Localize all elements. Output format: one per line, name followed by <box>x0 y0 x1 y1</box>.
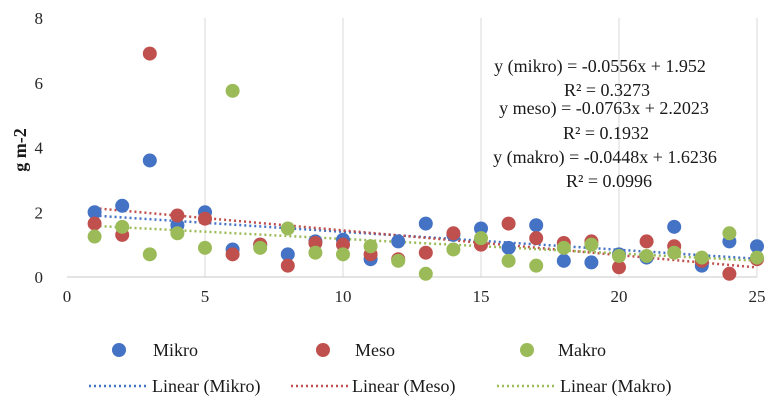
legend-label-meso: Meso <box>355 340 395 360</box>
point-makro-8 <box>280 221 295 236</box>
legend-item-linear-makro: Linear (Makro) <box>497 376 671 397</box>
r2-makro: R² = 0.0996 <box>566 171 652 191</box>
point-meso-6 <box>225 247 240 262</box>
point-mikro-2 <box>115 198 130 213</box>
point-mikro-15 <box>474 221 488 236</box>
legend-marker-meso <box>316 343 330 357</box>
legend-label-mikro: Mikro <box>153 340 198 360</box>
equation-meso: y meso) = -0.0763x + 2.2023 <box>499 98 709 119</box>
legend: Mikro Meso Makro Linear (Mikro) Linear (… <box>89 340 671 397</box>
x-tick-25: 25 <box>749 287 766 306</box>
point-meso-13 <box>418 245 433 260</box>
point-mikro-13 <box>418 216 433 231</box>
point-makro-3 <box>142 247 157 262</box>
point-makro-4 <box>170 226 185 241</box>
point-mikro-17 <box>529 218 544 233</box>
point-makro-11 <box>363 239 378 254</box>
point-meso-17 <box>529 231 544 246</box>
legend-item-mikro: Mikro <box>112 340 198 360</box>
point-makro-19 <box>584 237 599 252</box>
point-mikro-25 <box>750 239 764 254</box>
y-tick-2: 2 <box>35 203 44 222</box>
point-meso-20 <box>612 260 626 275</box>
point-makro-5 <box>198 240 212 255</box>
y-tick-4: 4 <box>35 139 44 158</box>
point-mikro-8 <box>280 247 295 262</box>
point-meso-3 <box>142 46 157 61</box>
legend-item-linear-meso: Linear (Meso) <box>291 376 455 397</box>
legend-label-linear-makro: Linear (Makro) <box>560 376 671 397</box>
point-mikro-12 <box>391 234 406 249</box>
point-makro-14 <box>446 242 461 257</box>
y-tick-6: 6 <box>35 74 44 93</box>
data-points <box>87 46 764 281</box>
legend-item-linear-mikro: Linear (Mikro) <box>89 376 260 397</box>
point-mikro-1 <box>87 205 102 220</box>
point-mikro-16 <box>501 240 516 255</box>
point-makro-12 <box>391 253 406 268</box>
x-tick-5: 5 <box>201 287 210 306</box>
y-tick-8: 8 <box>35 9 44 28</box>
point-mikro-22 <box>667 219 682 234</box>
point-meso-16 <box>501 216 516 231</box>
legend-marker-mikro <box>112 343 126 357</box>
point-makro-13 <box>418 266 433 281</box>
legend-label-linear-mikro: Linear (Mikro) <box>152 376 260 397</box>
point-meso-8 <box>280 258 295 273</box>
point-makro-10 <box>336 247 350 262</box>
point-makro-23 <box>694 250 709 265</box>
point-makro-16 <box>501 253 516 268</box>
point-makro-9 <box>308 245 323 260</box>
x-tick-15: 15 <box>473 287 490 306</box>
point-makro-1 <box>87 229 102 244</box>
point-makro-21 <box>639 248 654 263</box>
point-makro-15 <box>474 231 488 246</box>
point-makro-22 <box>667 245 682 260</box>
point-meso-10 <box>336 237 350 252</box>
y-tick-labels: 0 2 4 6 8 <box>35 9 44 287</box>
r2-mikro: R² = 0.3273 <box>564 80 650 100</box>
legend-label-linear-meso: Linear (Meso) <box>352 376 455 397</box>
point-mikro-3 <box>142 153 157 168</box>
point-meso-21 <box>639 234 654 249</box>
point-meso-24 <box>722 266 737 281</box>
point-makro-18 <box>556 240 571 255</box>
point-meso-14 <box>446 226 461 241</box>
legend-item-meso: Meso <box>316 340 395 360</box>
y-axis-label: g m-2 <box>10 128 30 172</box>
point-mikro-18 <box>556 253 571 268</box>
point-meso-4 <box>170 208 185 223</box>
x-tick-labels: 0 5 10 15 20 25 <box>63 287 766 306</box>
equation-makro: y (makro) = -0.0448x + 1.6236 <box>493 147 717 168</box>
trend-equations: y (mikro) = -0.0556x + 1.952 R² = 0.3273… <box>493 56 717 191</box>
point-meso-5 <box>198 211 212 226</box>
y-tick-0: 0 <box>35 268 44 287</box>
x-tick-20: 20 <box>611 287 628 306</box>
x-tick-10: 10 <box>335 287 352 306</box>
point-makro-17 <box>529 258 544 273</box>
point-makro-7 <box>253 240 268 255</box>
point-makro-2 <box>115 219 130 234</box>
point-meso-9 <box>308 236 323 251</box>
point-makro-20 <box>612 248 626 263</box>
point-makro-6 <box>225 83 240 98</box>
point-mikro-19 <box>584 255 599 270</box>
point-meso-1 <box>87 216 102 231</box>
legend-item-makro: Makro <box>520 340 606 360</box>
equation-mikro: y (mikro) = -0.0556x + 1.952 <box>494 56 706 77</box>
legend-marker-makro <box>520 343 534 357</box>
r2-meso: R² = 0.1932 <box>563 123 649 143</box>
trendline-makro <box>94 224 758 262</box>
point-makro-25 <box>750 250 764 265</box>
point-makro-24 <box>722 226 737 241</box>
legend-label-makro: Makro <box>558 340 606 360</box>
x-tick-0: 0 <box>63 287 72 306</box>
